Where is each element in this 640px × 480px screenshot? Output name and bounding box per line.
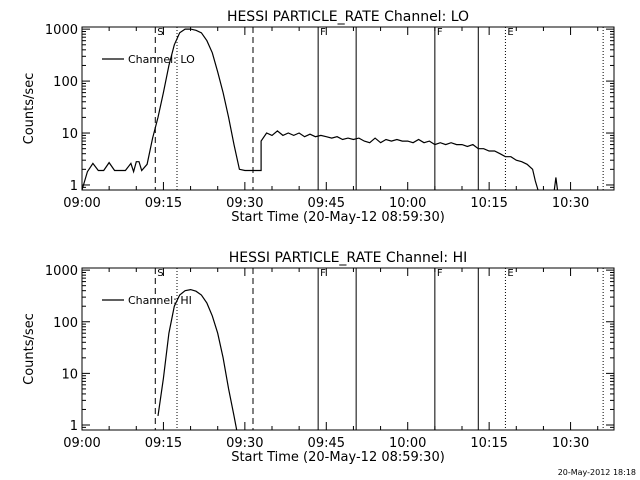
plot-frame bbox=[81, 267, 615, 431]
x-tick-label: 10:15 bbox=[470, 196, 507, 211]
y-tick-label: 100 bbox=[53, 316, 78, 331]
y-tick-label: 100 bbox=[53, 75, 78, 90]
panel-lo: HESSI PARTICLE_RATE Channel: LO 1 10 100 100… bbox=[22, 9, 615, 225]
series-line bbox=[157, 288, 238, 431]
event-marker-label: S bbox=[157, 27, 163, 38]
x-tick-label: 09:00 bbox=[63, 436, 100, 451]
chart-title: HESSI PARTICLE_RATE Channel: HI bbox=[229, 250, 467, 266]
y-axis-label: Counts/sec bbox=[22, 313, 37, 385]
event-marker-label: E bbox=[507, 27, 513, 38]
event-marker-label: F bbox=[320, 268, 326, 279]
y-tick-label: 1000 bbox=[45, 264, 78, 279]
x-tick-label: 10:30 bbox=[552, 436, 589, 451]
x-tick-label: 10:30 bbox=[552, 196, 589, 211]
footer-timestamp: 20-May-2012 18:18 bbox=[558, 468, 636, 477]
chart-title: HESSI PARTICLE_RATE Channel: LO bbox=[227, 9, 469, 25]
event-marker-label: F bbox=[437, 268, 443, 279]
x-axis-label: Start Time (20-May-12 08:59:30) bbox=[231, 450, 445, 465]
x-tick-label: 10:00 bbox=[389, 196, 426, 211]
x-tick-label: 09:45 bbox=[308, 436, 345, 451]
x-tick-label: 09:15 bbox=[145, 196, 182, 211]
legend-entry: Channel: HI bbox=[128, 294, 192, 307]
x-tick-label: 09:15 bbox=[145, 436, 182, 451]
y-tick-label: 1 bbox=[70, 179, 78, 194]
x-axis-label: Start Time (20-May-12 08:59:30) bbox=[231, 210, 445, 225]
event-marker-label: F bbox=[320, 27, 326, 38]
y-tick-label: 10 bbox=[61, 367, 78, 382]
y-tick-label: 1 bbox=[70, 419, 78, 434]
event-marker-label: E bbox=[507, 268, 513, 279]
x-tick-label: 09:30 bbox=[226, 196, 263, 211]
x-tick-label: 10:15 bbox=[470, 436, 507, 451]
x-tick-label: 09:30 bbox=[226, 436, 263, 451]
x-tick-label: 09:00 bbox=[63, 196, 100, 211]
y-axis-label: Counts/sec bbox=[22, 73, 37, 145]
event-marker-label: F bbox=[437, 27, 443, 38]
event-marker-label: S bbox=[157, 268, 163, 279]
series-line bbox=[81, 28, 539, 191]
y-tick-label: 1000 bbox=[45, 23, 78, 38]
x-tick-label: 10:00 bbox=[389, 436, 426, 451]
legend-entry: Channel: LO bbox=[128, 53, 195, 66]
x-tick-label: 09:45 bbox=[308, 196, 345, 211]
panel-hi: HESSI PARTICLE_RATE Channel: HI 1 10 100 100… bbox=[22, 250, 615, 465]
series-line-fragment bbox=[553, 177, 559, 191]
y-tick-label: 10 bbox=[61, 127, 78, 142]
plot-frame bbox=[81, 26, 615, 191]
